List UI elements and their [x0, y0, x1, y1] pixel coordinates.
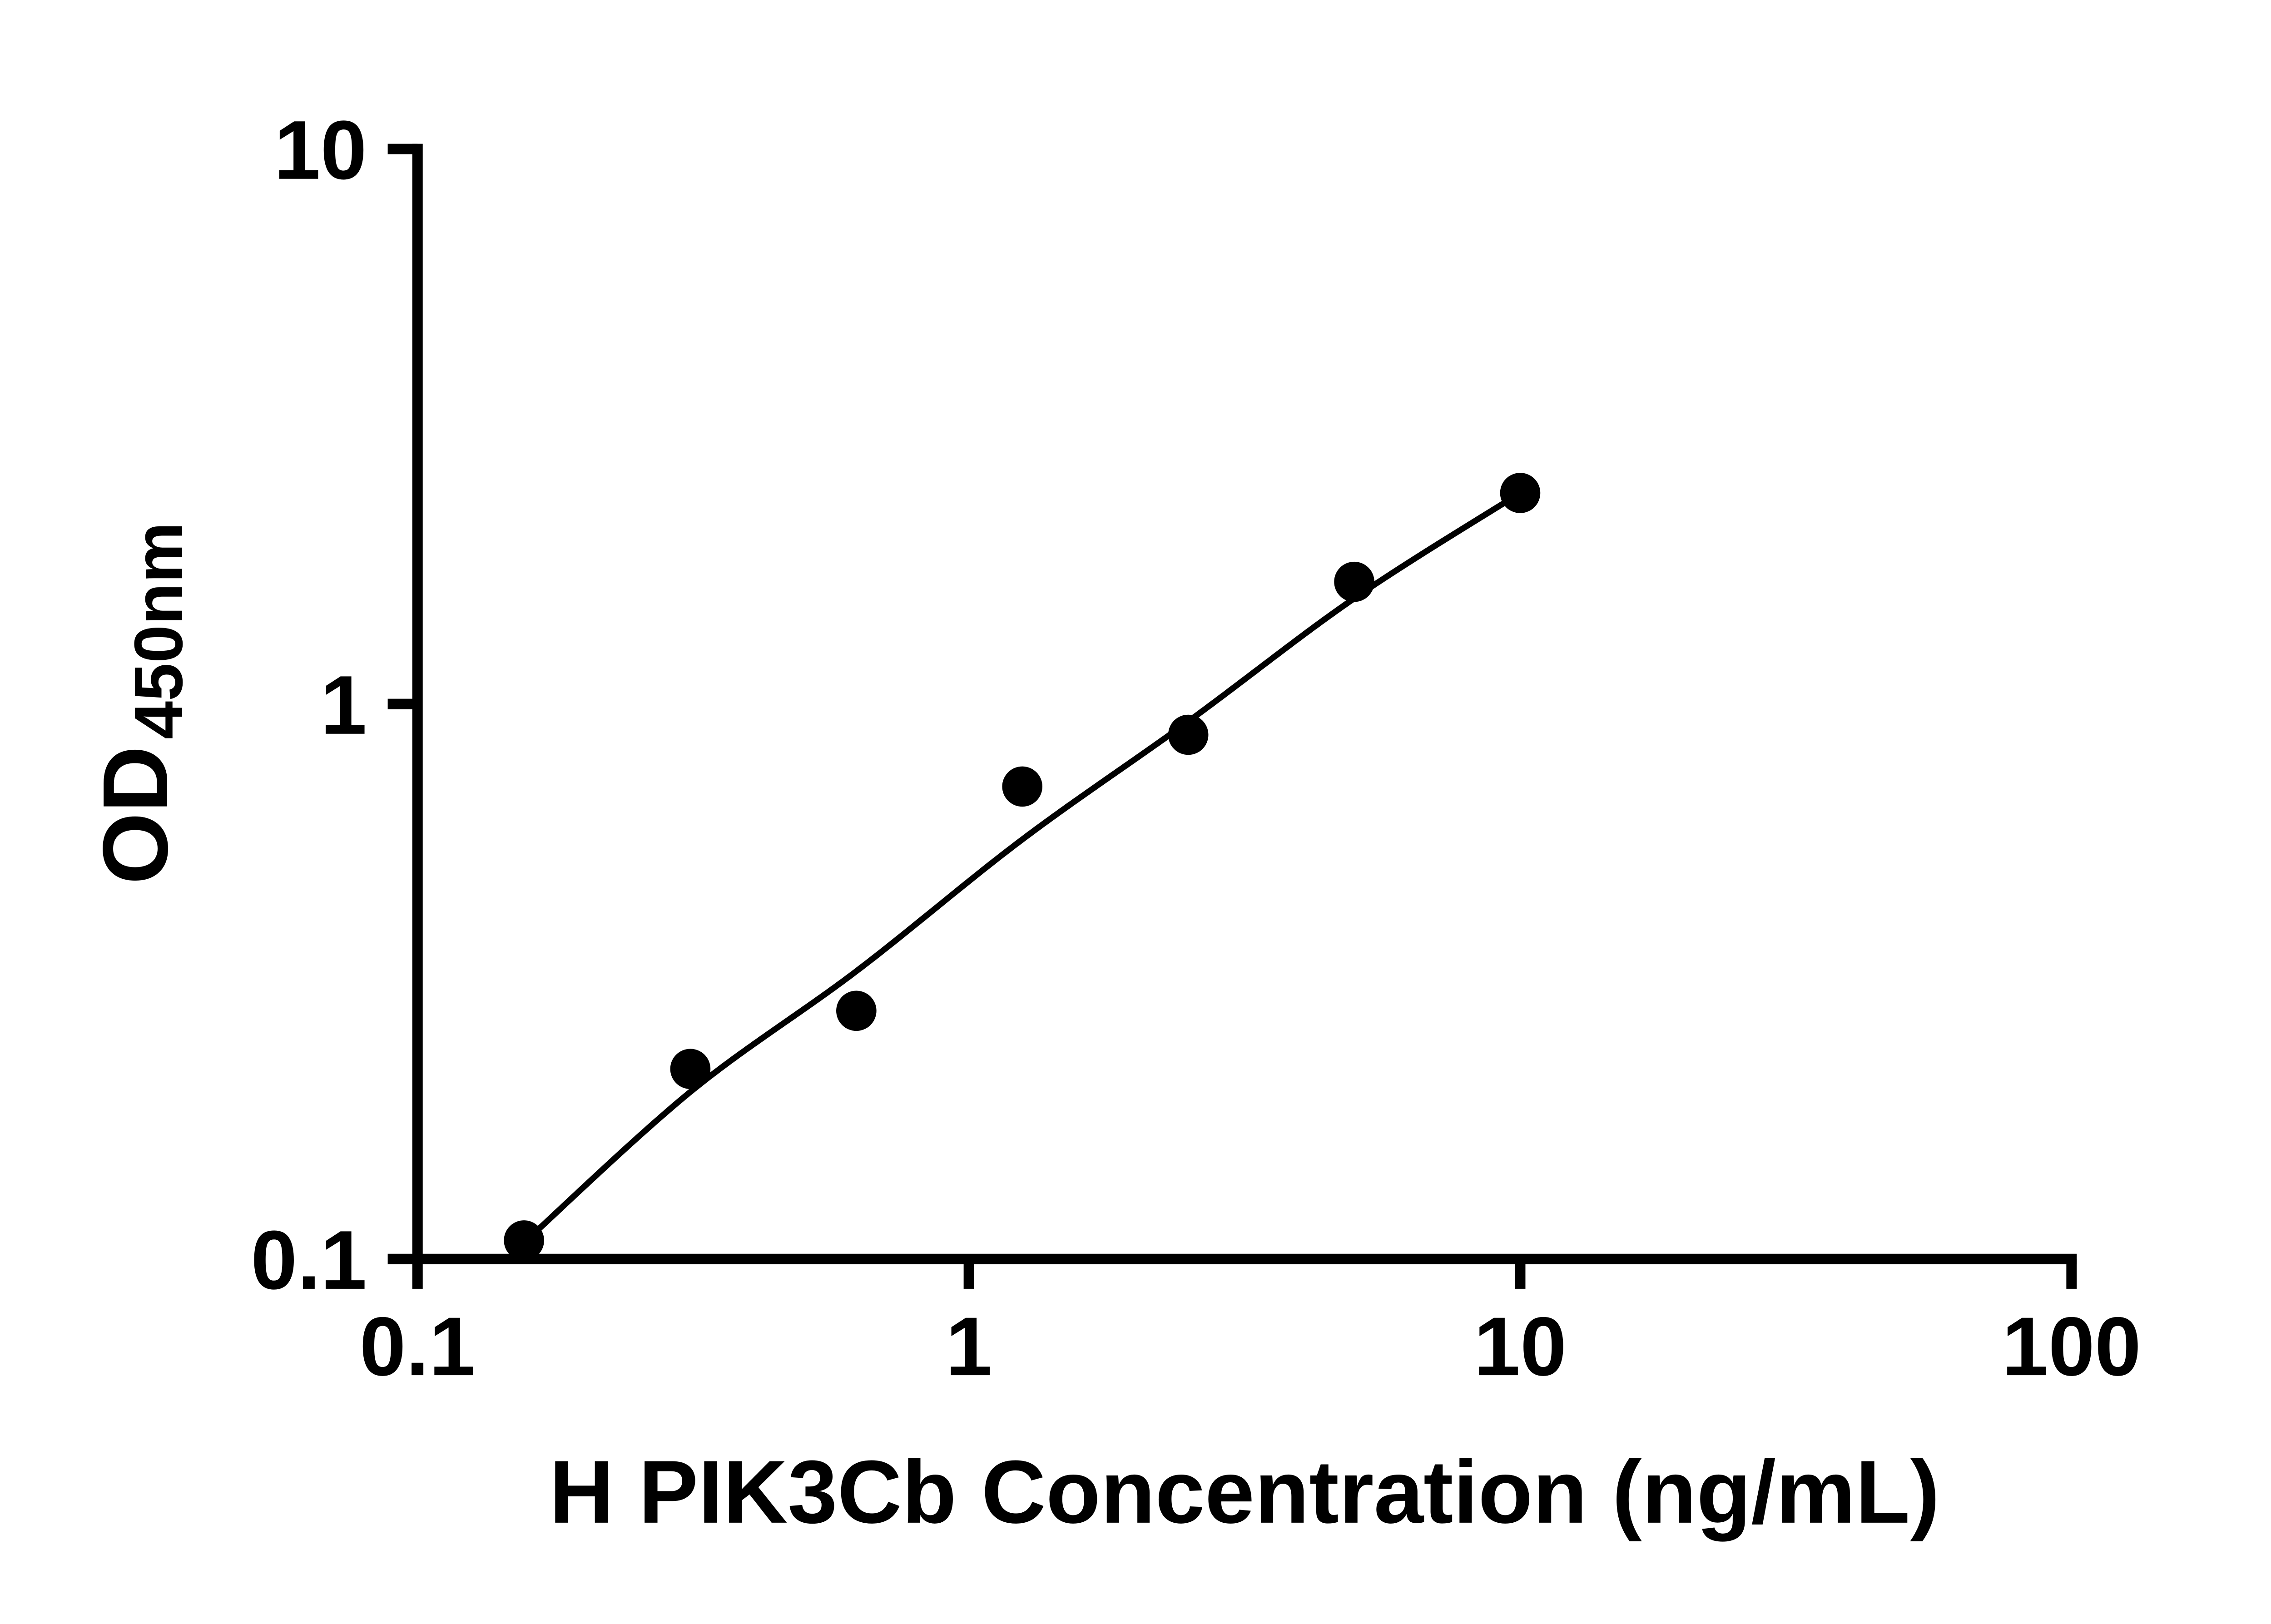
x-tick-label: 10	[1474, 1300, 1567, 1393]
data-point	[1500, 473, 1541, 513]
x-axis-ticks	[412, 1259, 2077, 1289]
y-axis-title-main: OD	[84, 746, 187, 884]
y-axis-title: OD 450nm	[84, 522, 197, 885]
data-point	[1168, 714, 1209, 755]
x-axis-tick-labels: 0.1 1 10 100	[360, 1300, 2142, 1393]
axis-lines	[412, 144, 2077, 1264]
data-point	[504, 1220, 544, 1261]
x-tick-label: 0.1	[360, 1300, 476, 1393]
x-tick-label: 100	[2002, 1300, 2142, 1393]
data-point	[836, 990, 877, 1031]
y-axis-title-subscript: 450nm	[120, 522, 197, 739]
y-tick-label: 10	[274, 104, 367, 197]
data-point	[670, 1049, 711, 1089]
y-axis-tick-labels: 0.1 1 10	[251, 104, 367, 1307]
y-tick-label: 1	[321, 659, 367, 752]
data-point	[1002, 766, 1043, 807]
y-tick-label: 0.1	[251, 1213, 367, 1307]
x-axis-title: H PIK3Cb Concentration (ng/mL)	[549, 1442, 1940, 1542]
data-point	[1334, 561, 1374, 602]
fit-curve-line	[522, 490, 1522, 1245]
data-points	[504, 473, 1541, 1261]
x-tick-label: 1	[946, 1300, 992, 1393]
y-axis-ticks	[387, 144, 418, 1264]
